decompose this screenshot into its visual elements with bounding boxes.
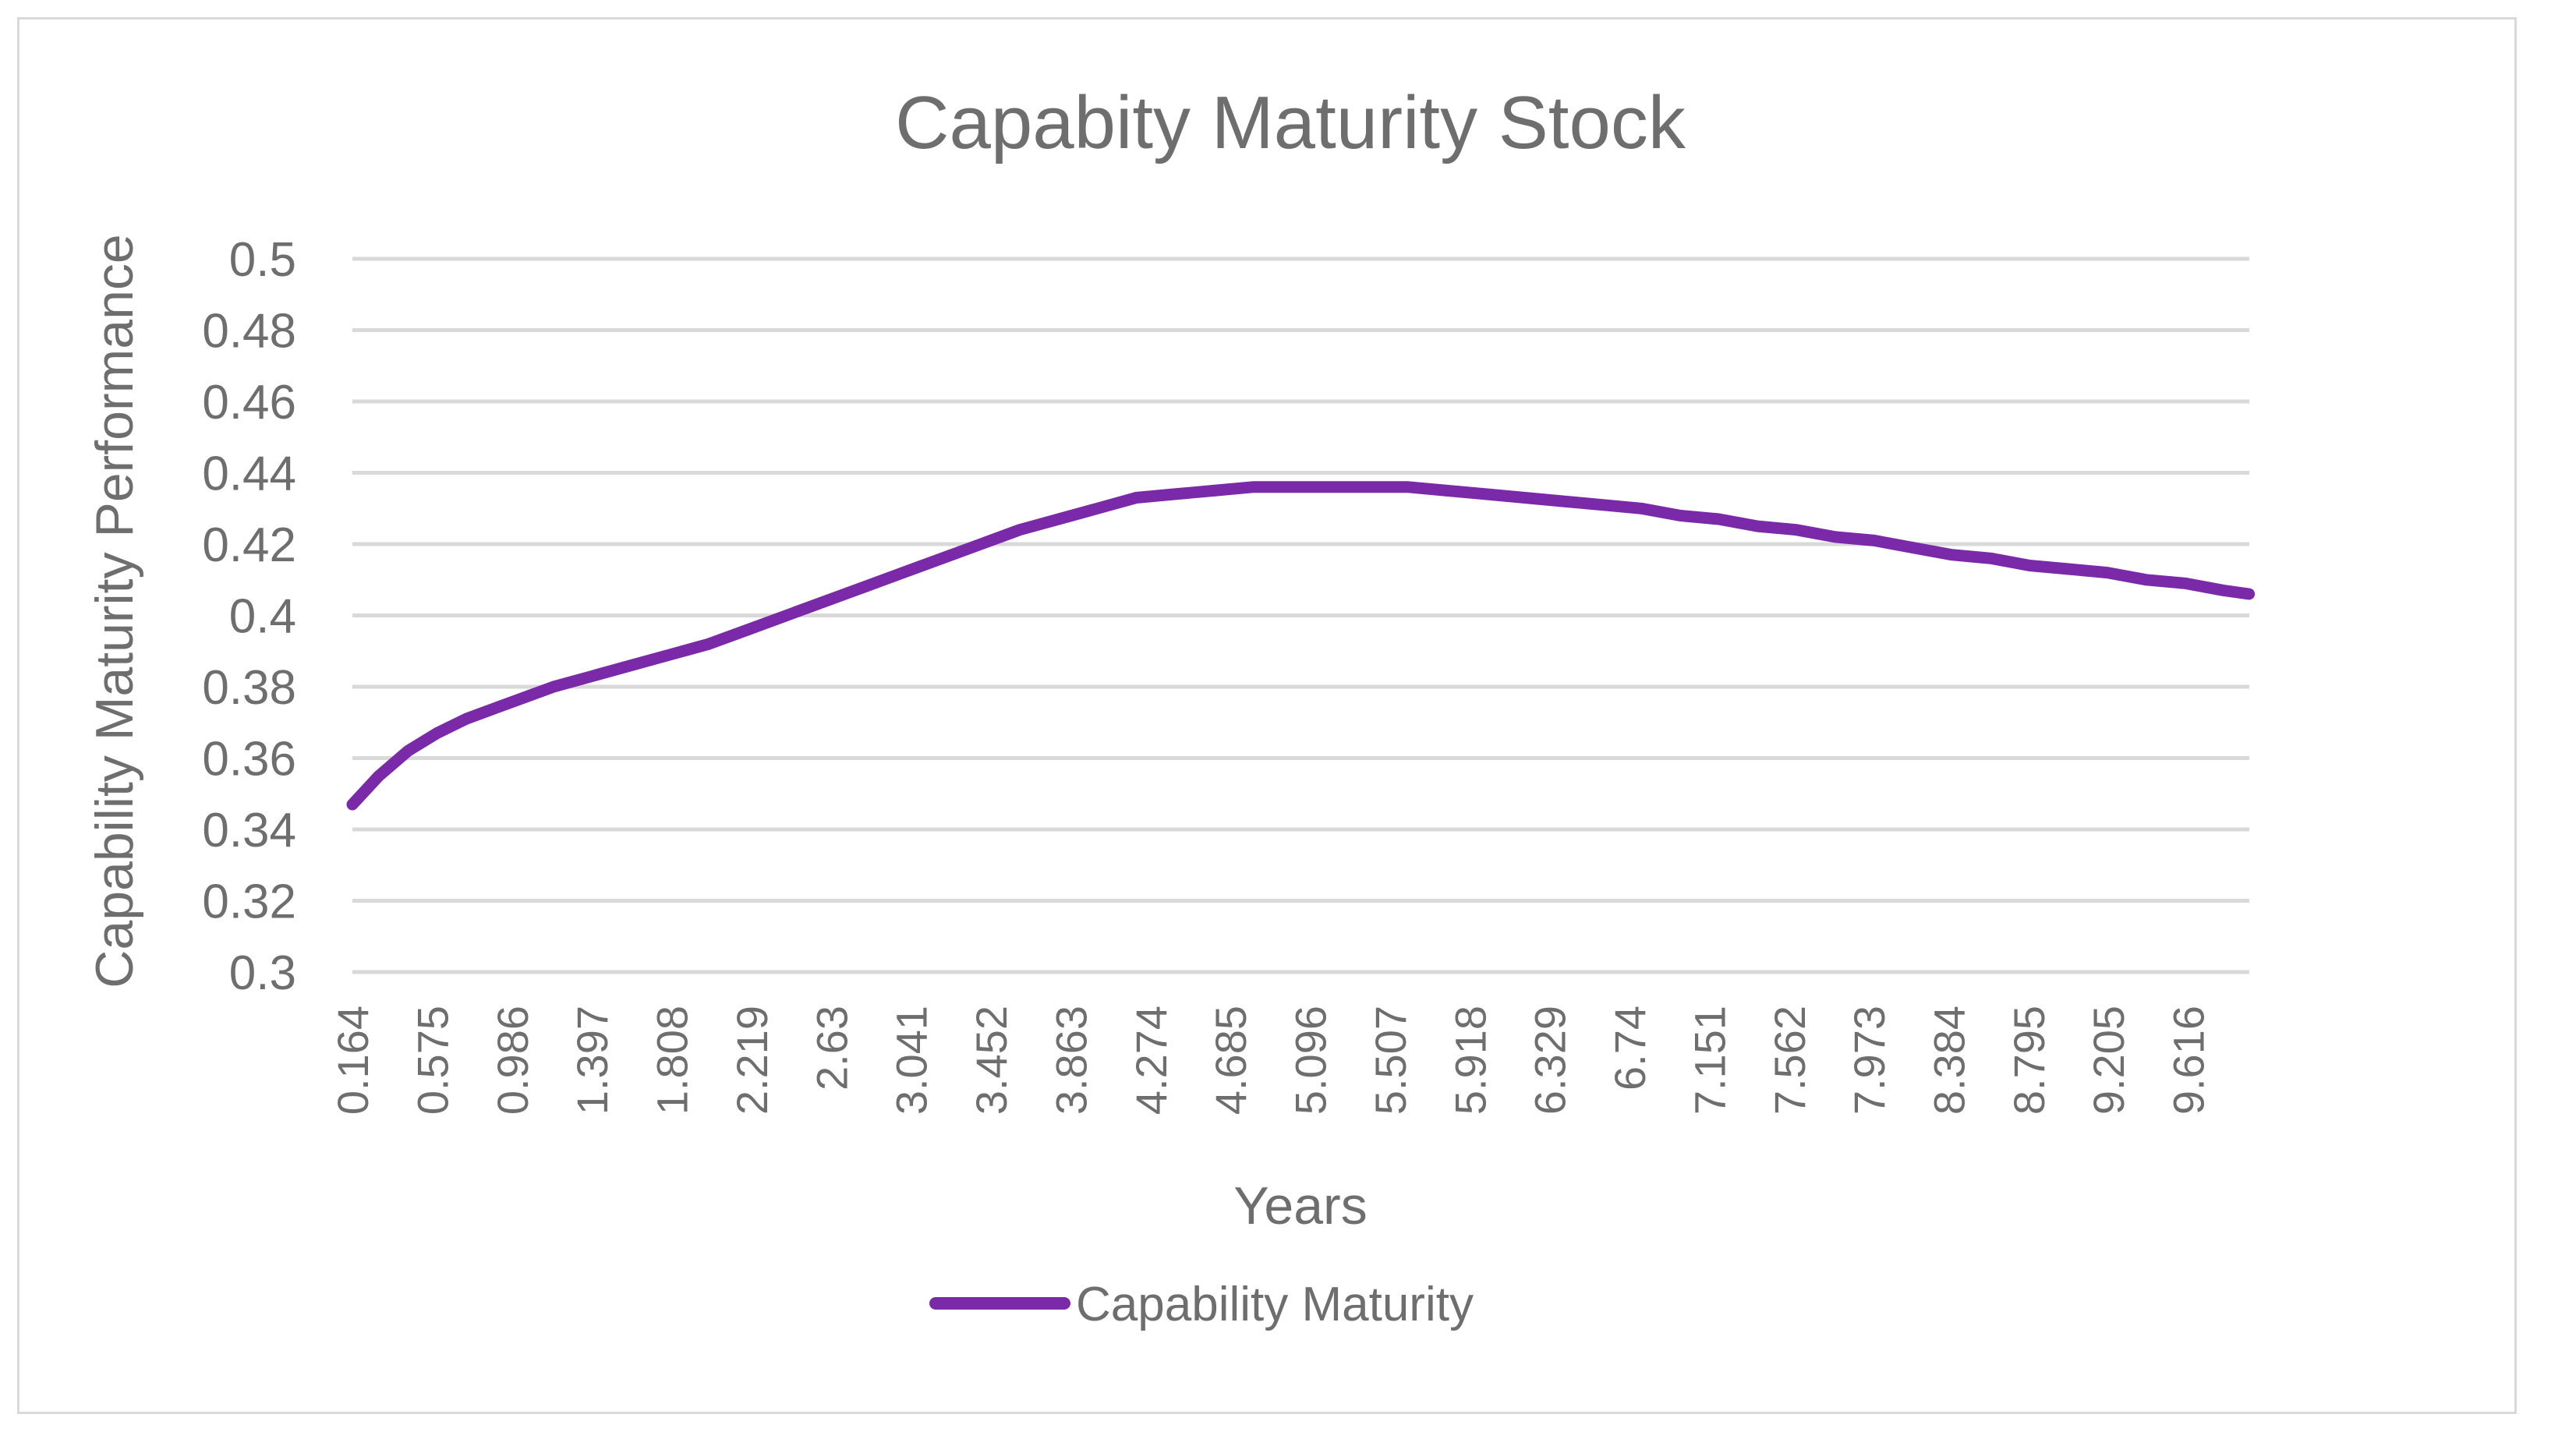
y-tick-label: 0.3 [229, 946, 296, 1000]
x-tick-label: 6.74 [1605, 1006, 1654, 1091]
y-tick-label: 0.4 [229, 590, 296, 644]
x-tick-label: 1.808 [648, 1006, 697, 1115]
series-group [346, 481, 2256, 811]
legend: Capability Maturity [929, 1278, 1474, 1331]
y-tick-label: 0.48 [202, 305, 296, 359]
x-tick-label: 5.507 [1366, 1006, 1415, 1115]
x-tick-label: 0.986 [488, 1006, 537, 1115]
x-tick-label: 0.164 [328, 1006, 377, 1115]
legend-label: Capability Maturity [1076, 1278, 1474, 1331]
x-tick-label: 6.329 [1526, 1006, 1575, 1115]
y-tick-label: 0.44 [202, 447, 296, 501]
x-tick-label: 8.795 [2005, 1006, 2054, 1115]
x-tick-label: 3.863 [1046, 1006, 1095, 1115]
gridlines [352, 256, 2249, 974]
x-tick-label: 5.918 [1445, 1006, 1495, 1115]
y-tick-label: 0.5 [229, 233, 296, 287]
x-tick-label: 7.151 [1685, 1006, 1734, 1115]
x-axis-tick-labels: 0.164 0.575 0.986 1.397 1.808 2.219 2.63 3.041 3… [328, 1006, 2213, 1115]
x-tick-label: 1.397 [568, 1006, 617, 1115]
x-tick-label: 7.973 [1845, 1006, 1894, 1115]
x-tick-label: 4.274 [1127, 1006, 1176, 1115]
y-tick-label: 0.38 [202, 661, 296, 715]
x-tick-label: 8.384 [1925, 1006, 1974, 1115]
x-tick-label: 4.685 [1206, 1006, 1255, 1115]
x-tick-label: 0.575 [408, 1006, 457, 1115]
x-tick-label: 3.041 [887, 1006, 936, 1115]
series-line-capability-maturity [346, 481, 2256, 811]
x-tick-label: 7.562 [1765, 1006, 1814, 1115]
y-tick-label: 0.36 [202, 733, 296, 787]
x-tick-label: 3.452 [967, 1006, 1016, 1115]
x-tick-label: 9.205 [2084, 1006, 2133, 1115]
x-tick-label: 9.616 [2164, 1006, 2213, 1115]
y-tick-label: 0.34 [202, 804, 296, 857]
y-tick-label: 0.46 [202, 376, 296, 430]
chart-frame [17, 17, 2517, 1414]
x-axis-title: Years [1233, 1176, 1367, 1236]
x-tick-label: 5.096 [1286, 1006, 1336, 1115]
x-tick-label: 2.63 [807, 1006, 856, 1091]
y-axis-tick-labels: 0.3 0.32 0.34 0.36 0.38 0.4 0.42 0.44 0.46 0.48 0.… [202, 233, 296, 1000]
x-tick-label: 2.219 [727, 1006, 777, 1115]
chart-title: Capabity Maturity Stock [895, 81, 1686, 164]
y-tick-label: 0.42 [202, 518, 296, 572]
y-tick-label: 0.32 [202, 875, 296, 929]
y-axis-title: Capability Maturity Performance [85, 234, 144, 988]
